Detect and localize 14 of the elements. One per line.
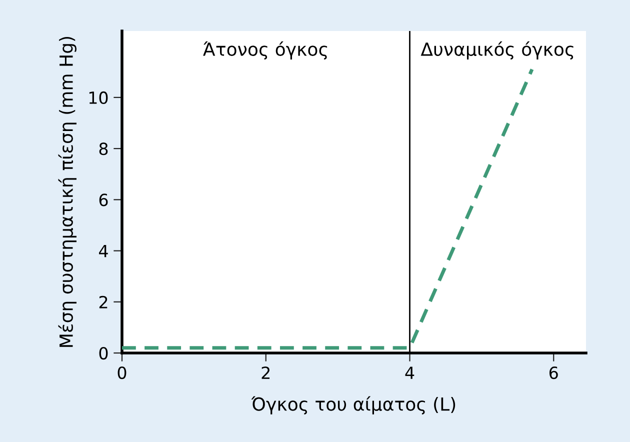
y-axis-title: Μέση συστηματική πίεση (mm Hg) [58,36,76,347]
y-tick-label: 8 [99,142,108,156]
y-tick-label: 10 [89,91,108,104]
annotation: Άτονος όγκος [203,41,328,60]
x-tick-label: 6 [549,366,558,380]
x-axis-title: Όγκος του αίματος (L) [251,396,456,414]
y-tick-label: 2 [99,296,108,308]
y-tick-label: 0 [99,346,108,360]
y-tick-label: 4 [99,244,108,258]
x-tick-label: 0 [118,366,126,380]
annotation: Δυναμικός όγκος [420,41,574,60]
x-tick-label: 2 [262,366,270,379]
x-tick-label: 4 [405,366,414,379]
y-tick-label: 6 [99,194,108,206]
